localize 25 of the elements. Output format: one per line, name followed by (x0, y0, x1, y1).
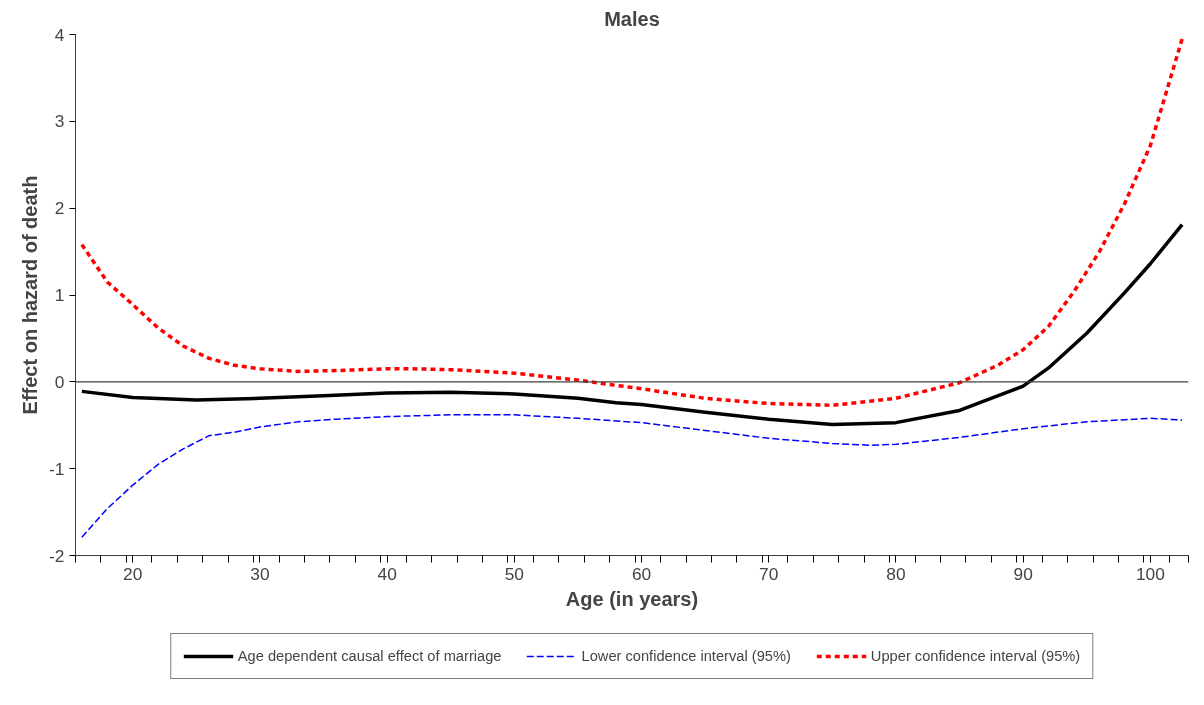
x-tick-label: 80 (886, 563, 906, 584)
y-tick-label: 2 (54, 198, 65, 219)
x-tick-label: 100 (1135, 563, 1165, 584)
y-tick-label: -1 (49, 458, 65, 479)
legend-label: Upper confidence interval (95%) (870, 648, 1081, 664)
line-series (80, 37, 1184, 408)
y-tick-label: 3 (54, 111, 65, 132)
x-tick-label: 40 (377, 563, 397, 584)
legend-label: Age dependent causal effect of marriage (237, 648, 502, 664)
y-tick-label: 1 (54, 285, 65, 305)
y-axis-title: Effect on hazard of death (19, 175, 42, 415)
x-tick-label: 90 (1013, 563, 1033, 584)
x-tick-label: 20 (123, 563, 143, 584)
chart-title: Males (604, 7, 660, 30)
x-tick-label: 60 (631, 563, 652, 584)
x-tick-label: 30 (250, 563, 270, 584)
x-tick-label: 70 (759, 563, 779, 584)
y-tick-label: 0 (54, 371, 65, 392)
x-axis-title: Age (in years) (565, 587, 699, 610)
x-tick-label: 50 (504, 563, 524, 584)
y-tick-label: -2 (49, 545, 65, 566)
line-series (81, 414, 1183, 539)
legend-label: Lower confidence interval (95%) (581, 648, 791, 664)
y-tick-label: 4 (54, 24, 65, 45)
line-series (80, 222, 1184, 427)
